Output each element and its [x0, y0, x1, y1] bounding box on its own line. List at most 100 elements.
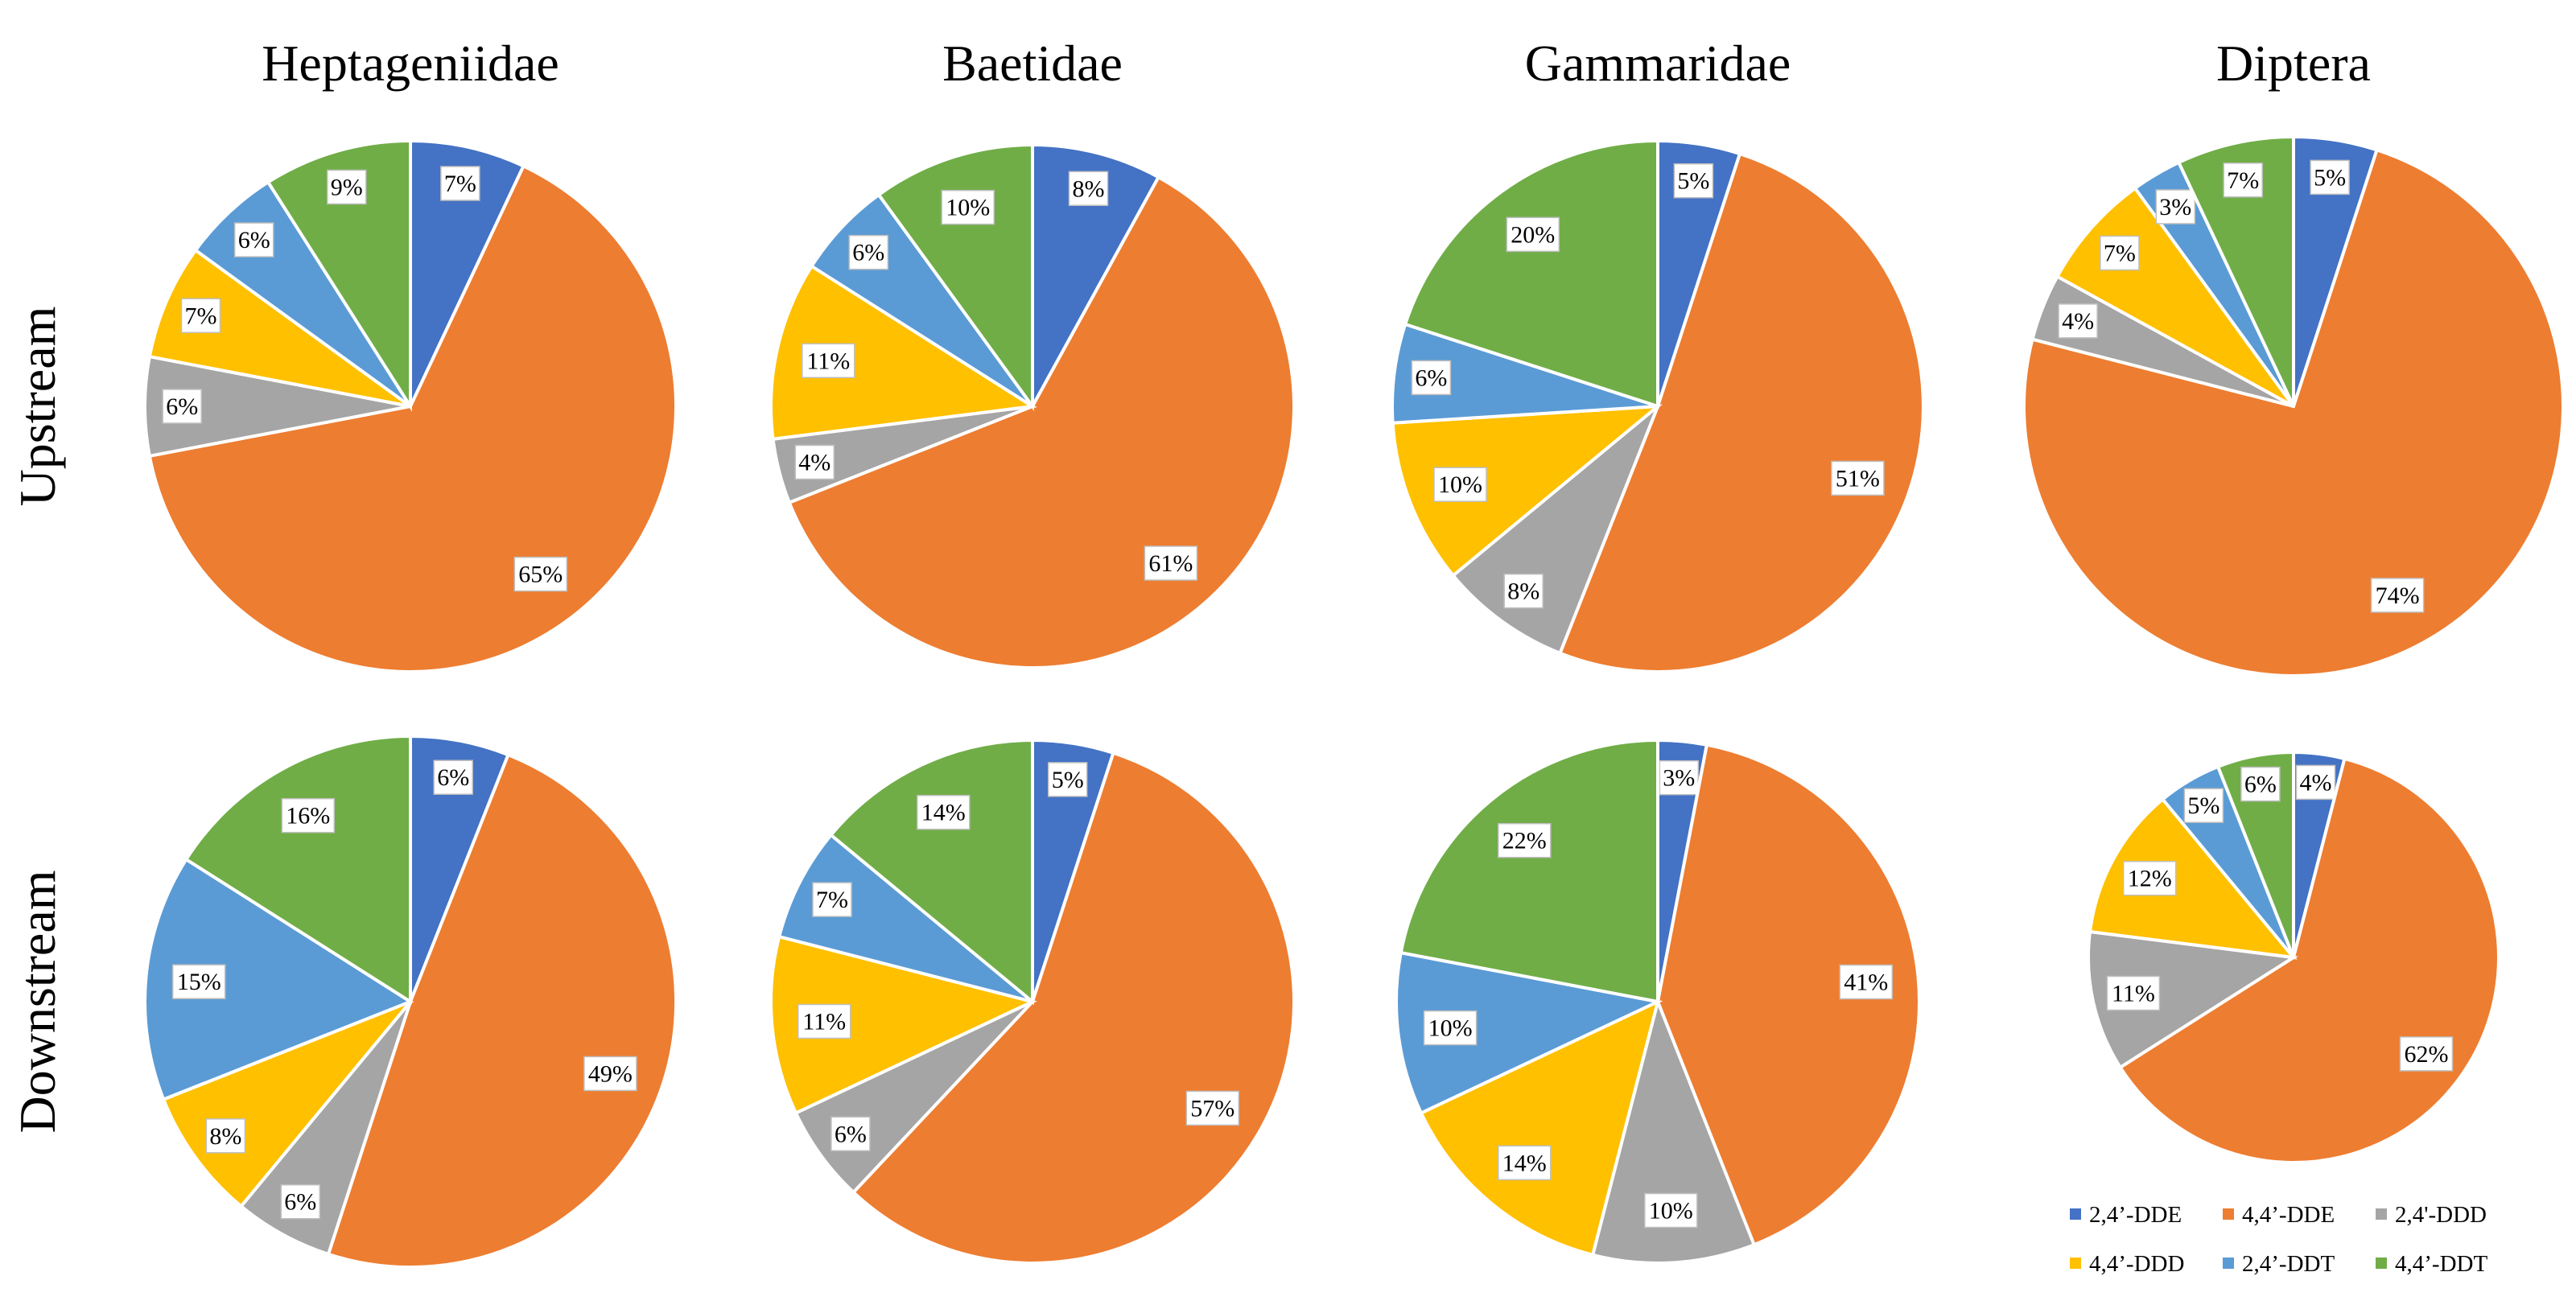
data-label-4-4-ddt: 22%	[1502, 828, 1547, 854]
pie-downstream-gammaridae: 3% 41% 10% 14% 10% 22%	[1395, 738, 1921, 1265]
data-label-box	[513, 556, 568, 592]
data-label-2-4-ddd: 10%	[1649, 1198, 1693, 1225]
slice-4-4-dde	[2022, 147, 2565, 677]
data-label-box	[1498, 1145, 1552, 1181]
data-label-4-4-dde: 57%	[1190, 1095, 1234, 1122]
slice-4-4-ddt	[2176, 134, 2295, 407]
data-label-box	[812, 882, 852, 917]
legend-label-4-4-ddt: 4,4’-DDT	[2395, 1251, 2487, 1277]
data-label-2-4-ddt: 6%	[1415, 364, 1447, 391]
data-label-4-4-ddt: 6%	[2244, 772, 2277, 798]
legend-box	[2047, 1182, 2516, 1296]
slice-2-4-ddd	[2087, 929, 2298, 1070]
data-label-2-4-dde: 6%	[437, 764, 469, 791]
slice-4-4-ddt	[828, 738, 1034, 1006]
data-label-box	[1433, 467, 1487, 502]
data-label-2-4-ddt: 7%	[816, 887, 848, 913]
slice-2-4-ddd	[143, 354, 411, 459]
pie-upstream-gammaridae: 5% 51% 8% 10% 6% 20%	[1391, 138, 1925, 673]
data-label-box	[281, 797, 336, 834]
data-label-2-4-dde: 7%	[444, 171, 476, 197]
legend-swatch-4-4-ddt	[2376, 1258, 2387, 1269]
data-label-box	[1644, 1192, 1698, 1229]
data-label-4-4-ddt: 10%	[946, 195, 990, 221]
data-label-2-4-ddd: 6%	[284, 1189, 316, 1216]
data-label-box	[433, 759, 473, 795]
data-label-4-4-ddt: 9%	[331, 175, 363, 201]
slice-4-4-ddd	[1391, 404, 1663, 578]
data-label-box	[280, 1183, 321, 1220]
slice-4-4-dde	[787, 175, 1296, 669]
data-label-2-4-ddt: 10%	[1428, 1015, 1473, 1042]
slice-4-4-ddt	[1399, 738, 1659, 1004]
pie-upstream-diptera: 5% 74% 4% 7% 3% 7%	[2022, 134, 2565, 677]
slice-4-4-ddd	[769, 264, 1037, 441]
data-label-4-4-ddd: 11%	[806, 348, 850, 374]
legend-label-2-4-ddd: 2,4'-DDD	[2395, 1202, 2487, 1228]
legend: 2,4’-DDE 4,4’-DDE 2,4'-DDD 4,4’-DDD 2,4’-DDT…	[2070, 1202, 2487, 1277]
data-label-4-4-dde: 65%	[518, 562, 563, 588]
data-label-box	[1498, 822, 1552, 858]
data-label-4-4-dde: 61%	[1148, 550, 1193, 577]
data-label-box	[802, 343, 855, 379]
slice-2-4-dde	[409, 138, 526, 407]
legend-label-4-4-dde: 4,4’-DDE	[2242, 1202, 2335, 1228]
slice-4-4-dde	[851, 751, 1296, 1265]
column-title-diptera: Diptera	[2216, 35, 2371, 92]
data-label-2-4-dde: 8%	[1073, 175, 1105, 202]
slice-2-4-dde	[1031, 142, 1161, 407]
pie-downstream-heptageniidae: 6% 49% 6% 8% 15% 16%	[143, 734, 678, 1270]
data-label-4-4-ddd: 7%	[2104, 241, 2136, 267]
legend-label-2-4-dde: 2,4’-DDE	[2089, 1202, 2182, 1228]
slice-2-4-ddt	[1391, 322, 1659, 425]
data-label-2-4-ddt: 3%	[2159, 194, 2191, 220]
data-label-box	[233, 222, 274, 257]
slice-4-4-ddt	[2215, 750, 2295, 958]
legend-label-2-4-ddt: 2,4’-DDT	[2242, 1251, 2335, 1277]
slice-4-4-ddd	[1419, 998, 1660, 1258]
data-label-box	[2155, 189, 2196, 224]
data-label-box	[1503, 573, 1544, 609]
data-label-4-4-ddd: 7%	[185, 303, 217, 329]
pie-downstream-diptera: 4% 62% 11% 12% 5% 6%	[2087, 750, 2500, 1164]
data-label-box	[2058, 303, 2098, 339]
pies-group: 7% 65% 6% 7% 6% 9% 8% 61% 4% 11% 6% 10% 5% 51% 8% 10% 6%…	[143, 134, 2565, 1270]
data-label-4-4-ddt: 7%	[2227, 167, 2259, 194]
data-label-box	[1068, 171, 1109, 207]
data-label-2-4-ddd: 6%	[166, 393, 198, 420]
slice-4-4-ddt	[183, 734, 412, 1005]
data-label-box	[2295, 764, 2336, 801]
data-label-box	[1831, 460, 1885, 496]
data-label-box	[1506, 216, 1560, 253]
column-title-baetidae: Baetidae	[942, 35, 1123, 92]
legend-swatch-2-4-dde	[2070, 1208, 2081, 1220]
data-label-box	[2106, 975, 2161, 1011]
data-label-2-4-ddt: 6%	[852, 240, 884, 266]
data-label-box	[1144, 545, 1198, 581]
data-label-2-4-dde: 5%	[2314, 164, 2346, 191]
data-label-box	[1839, 964, 1894, 1000]
data-label-box	[2183, 788, 2224, 823]
data-label-4-4-ddt: 16%	[286, 803, 330, 829]
data-label-2-4-ddd: 6%	[835, 1121, 867, 1147]
slice-4-4-ddd	[147, 248, 412, 408]
data-label-box	[848, 234, 889, 270]
data-label-4-4-dde: 62%	[2405, 1041, 2449, 1068]
slice-4-4-ddd	[161, 1000, 412, 1209]
data-label-box	[2223, 163, 2263, 198]
data-label-2-4-ddt: 6%	[238, 227, 270, 253]
data-label-box	[1411, 360, 1452, 396]
data-label-4-4-ddd: 14%	[1502, 1150, 1547, 1176]
data-label-2-4-ddd: 11%	[2112, 981, 2155, 1007]
legend-label-4-4-ddd: 4,4’-DDD	[2089, 1251, 2184, 1277]
data-label-2-4-ddt: 5%	[2187, 792, 2219, 819]
data-label-box	[1659, 759, 1700, 796]
slice-4-4-dde	[326, 752, 678, 1270]
slice-2-4-ddt	[1395, 950, 1663, 1116]
data-label-4-4-dde: 74%	[2376, 582, 2420, 609]
data-label-box	[794, 444, 835, 480]
data-label-box	[205, 1118, 246, 1154]
data-label-box	[941, 189, 995, 225]
data-label-4-4-ddd: 10%	[1438, 471, 1482, 498]
data-label-4-4-dde: 51%	[1836, 465, 1880, 492]
